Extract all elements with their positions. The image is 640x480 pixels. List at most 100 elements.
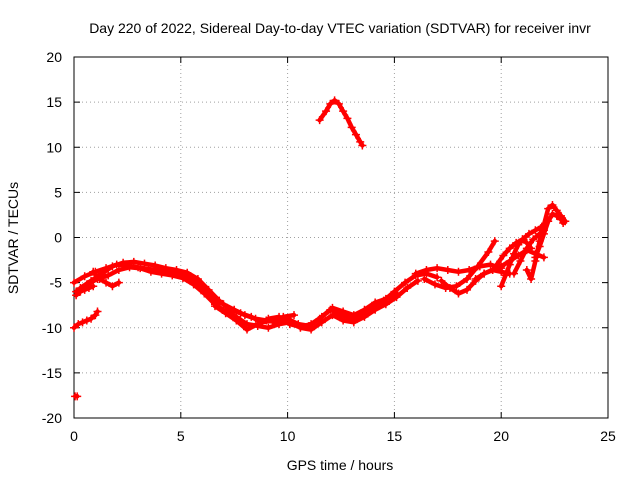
data-point: [74, 320, 83, 329]
data-point: [119, 258, 128, 267]
data-point: [236, 309, 245, 318]
data-point: [433, 264, 442, 273]
data-point: [497, 282, 506, 291]
data-point: [290, 311, 299, 320]
data-point: [80, 285, 89, 294]
data-point: [492, 260, 501, 269]
x-tick-label: 0: [70, 428, 78, 444]
data-point: [501, 271, 510, 280]
data-point: [328, 311, 337, 320]
data-point: [108, 262, 117, 271]
data-point: [334, 99, 343, 108]
data-point: [339, 307, 348, 316]
y-tick-label: 5: [54, 184, 62, 200]
data-point: [315, 116, 324, 125]
data-point: [264, 323, 273, 332]
data-point: [70, 323, 78, 332]
data-point: [480, 269, 489, 278]
data-point: [531, 226, 540, 235]
tick-labels-layer: 0 5 10 15 20 25 -20 -15 -10 -5 0 5 10 15 20: [42, 49, 616, 444]
data-point: [275, 320, 284, 329]
y-tick-label: 15: [46, 94, 62, 110]
x-tick-label: 15: [387, 428, 403, 444]
data-point: [221, 309, 230, 318]
x-tick-label: 25: [600, 428, 616, 444]
data-point: [317, 312, 326, 321]
data-point: [454, 289, 463, 298]
data-point: [343, 114, 352, 123]
data-point: [358, 141, 367, 150]
data-point: [93, 307, 102, 316]
data-point: [527, 275, 536, 284]
data-point: [401, 278, 410, 287]
data-point: [114, 278, 123, 287]
data-point: [443, 265, 452, 274]
series-arc-main-c: [76, 257, 299, 327]
data-point: [136, 264, 145, 273]
data-point: [307, 320, 316, 329]
data-point: [104, 271, 113, 280]
data-point: [225, 305, 234, 314]
data-layer: [70, 96, 570, 401]
data-point: [522, 244, 531, 253]
data-point: [264, 314, 273, 323]
data-point: [349, 311, 358, 320]
series-arc-late-6: [497, 235, 536, 291]
data-point: [411, 269, 420, 278]
data-point: [463, 275, 472, 284]
data-point: [80, 272, 89, 281]
y-tick-label: -5: [50, 275, 63, 291]
data-point: [544, 217, 553, 226]
data-point: [420, 275, 429, 284]
data-point: [430, 280, 439, 289]
data-point: [82, 316, 91, 325]
data-point: [114, 265, 123, 274]
data-point: [351, 130, 360, 139]
data-point: [552, 211, 561, 220]
data-point: [437, 276, 446, 285]
data-point: [70, 278, 78, 287]
data-point: [452, 282, 461, 291]
data-point: [275, 312, 284, 321]
data-point: [535, 242, 544, 251]
data-point: [215, 296, 224, 305]
data-point: [97, 269, 106, 278]
data-point: [168, 271, 177, 280]
data-point: [488, 265, 497, 274]
series-trace: [317, 98, 365, 148]
series-trace: [524, 202, 568, 282]
data-point: [146, 267, 155, 276]
data-point: [87, 276, 96, 285]
data-point: [505, 260, 514, 269]
series-arc-main-d: [210, 289, 401, 334]
series-arc-main-b: [72, 263, 422, 334]
y-tick-label: 0: [54, 230, 62, 246]
y-tick-label: -15: [42, 365, 62, 381]
data-point: [129, 257, 138, 266]
data-point: [539, 226, 548, 235]
data-point: [183, 268, 192, 277]
data-point: [296, 322, 305, 331]
data-point: [87, 314, 96, 323]
x-tick-label: 5: [177, 428, 185, 444]
data-point: [516, 256, 525, 265]
data-point: [539, 253, 548, 262]
data-point: [381, 294, 390, 303]
series-trace: [212, 291, 399, 332]
series-arc-early-2: [72, 282, 98, 300]
data-point: [76, 287, 85, 296]
data-point: [210, 302, 219, 311]
data-point: [360, 312, 369, 321]
data-point: [529, 235, 538, 244]
data-point: [559, 219, 568, 228]
data-point: [445, 284, 454, 293]
data-point: [422, 265, 431, 274]
data-point: [172, 265, 181, 274]
ticks-layer: [73, 56, 609, 419]
data-point: [322, 107, 331, 116]
data-point: [484, 247, 493, 256]
data-point: [349, 318, 358, 327]
data-point: [200, 289, 209, 298]
y-tick-label: -10: [42, 320, 62, 336]
